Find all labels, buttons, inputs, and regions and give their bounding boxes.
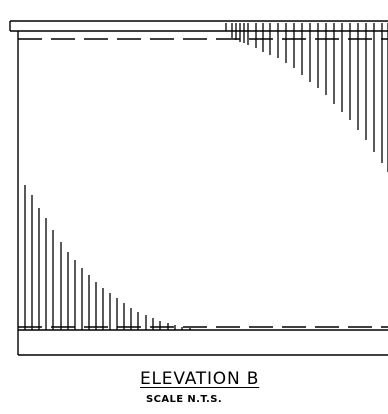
footing [17,330,388,356]
top-cap [9,20,388,32]
scale-note: SCALE N.T.S. [146,394,223,405]
drawing-title: ELEVATION B [140,369,260,389]
bottom-hatch-lines [24,185,191,330]
top-hatch-lines [225,23,388,172]
wall-outline [17,31,388,331]
